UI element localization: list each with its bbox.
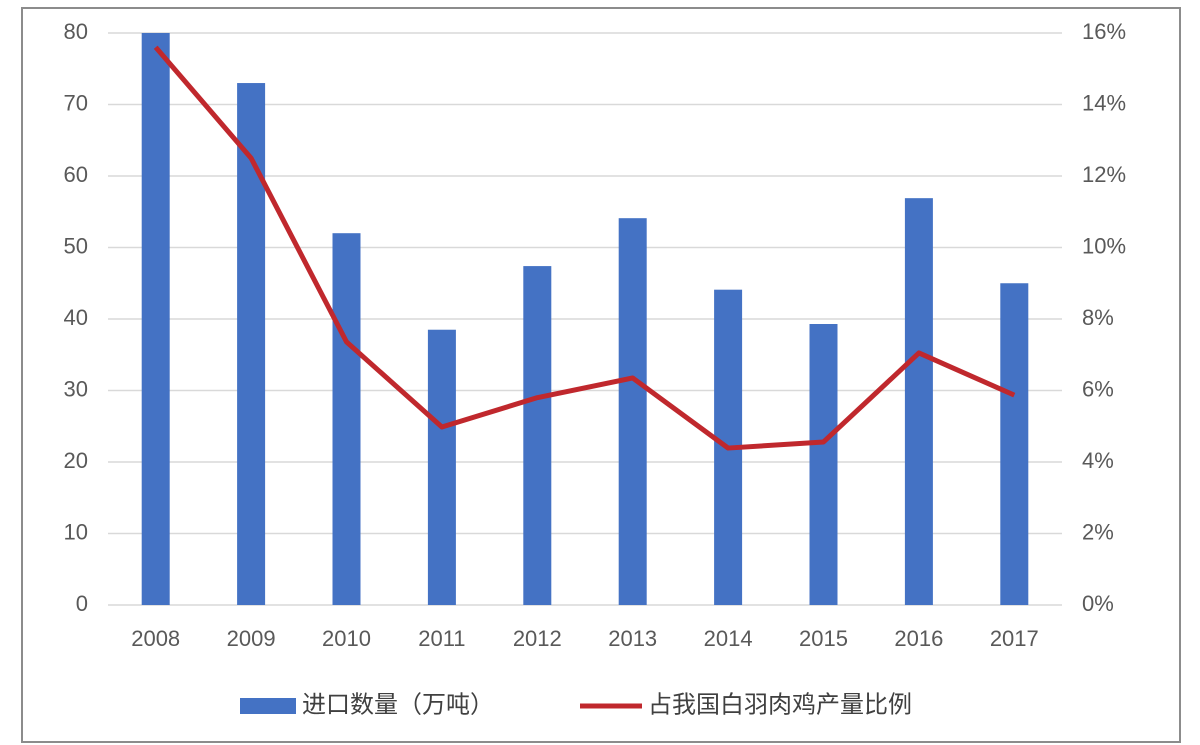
- y2-tick-label: 6%: [1082, 376, 1114, 401]
- y2-tick-label: 8%: [1082, 305, 1114, 330]
- line: [153, 45, 1016, 451]
- x-tick-label: 2014: [704, 626, 753, 651]
- bar: [1000, 283, 1029, 605]
- x-tick-label: 2008: [131, 626, 180, 651]
- y-tick-label: 50: [64, 233, 88, 258]
- y-tick-label: 40: [64, 305, 88, 330]
- y-tick-label: 10: [64, 519, 88, 544]
- y2-tick-label: 2%: [1082, 519, 1114, 544]
- x-tick-label: 2012: [513, 626, 562, 651]
- bar: [427, 329, 456, 605]
- legend: 进口数量（万吨） 占我国白羽肉鸡产量比例: [240, 691, 912, 718]
- bar: [904, 198, 933, 606]
- x-tick-label: 2016: [894, 626, 943, 651]
- y-tick-label: 80: [64, 19, 88, 44]
- y2-tick-label: 0%: [1082, 591, 1114, 616]
- legend-swatch: [240, 698, 296, 714]
- legend-label: 占我国白羽肉鸡产量比例: [648, 691, 912, 718]
- y2-tick-label: 10%: [1082, 233, 1126, 258]
- bar: [618, 218, 647, 605]
- y2-tick-label: 4%: [1082, 448, 1114, 473]
- bar: [332, 233, 361, 605]
- x-tick-label: 2013: [608, 626, 657, 651]
- y-tick-label: 30: [64, 376, 88, 401]
- x-tick-label: 2009: [227, 626, 276, 651]
- y-tick-label: 60: [64, 162, 88, 187]
- y2-tick-label: 14%: [1082, 90, 1126, 115]
- y-tick-label: 20: [64, 448, 88, 473]
- y-tick-label: 0: [76, 591, 88, 616]
- bar: [523, 266, 552, 605]
- x-tick-label: 2010: [322, 626, 371, 651]
- legend-label: 进口数量（万吨）: [302, 691, 494, 718]
- x-tick-label: 2011: [418, 626, 465, 651]
- y2-tick-label: 16%: [1082, 19, 1126, 44]
- bar: [141, 33, 170, 605]
- x-tick-label: 2017: [990, 626, 1039, 651]
- bar: [809, 324, 838, 605]
- bar: [237, 83, 266, 606]
- frame: [21, 7, 1181, 743]
- x-tick-label: 2015: [799, 626, 848, 651]
- y2-tick-label: 12%: [1082, 162, 1126, 187]
- y-tick-label: 70: [64, 90, 88, 115]
